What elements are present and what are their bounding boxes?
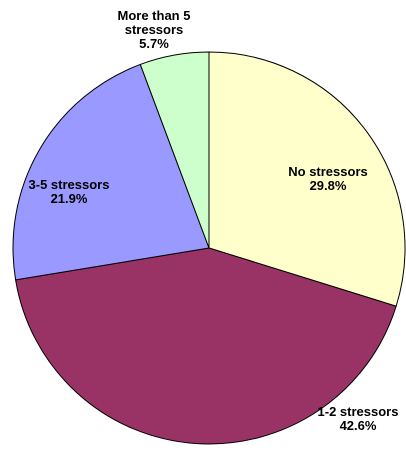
slice-value-label-more-than-5-stressors: 5.7% xyxy=(139,36,169,51)
pie-slice-1-2-stressors xyxy=(15,247,397,445)
slice-label-more-than-5-stressors-line-2: stressors xyxy=(125,22,184,37)
slices-layer xyxy=(12,51,406,445)
pie-slice-more-than-5-stressors xyxy=(139,51,210,249)
slice-value-label-1-2-stressors: 42.6% xyxy=(340,418,377,433)
slice-label-3-5-stressors: 3-5 stressors xyxy=(29,177,110,192)
slice-value-label-no-stressors: 29.8% xyxy=(310,178,347,193)
slice-label-more-than-5-stressors-line-1: More than 5 xyxy=(118,8,191,23)
pie-slice-no-stressors xyxy=(208,51,406,307)
slice-label-no-stressors: No stressors xyxy=(288,164,367,179)
slice-label-1-2-stressors: 1-2 stressors xyxy=(318,404,399,419)
slice-value-label-3-5-stressors: 21.9% xyxy=(51,191,88,206)
